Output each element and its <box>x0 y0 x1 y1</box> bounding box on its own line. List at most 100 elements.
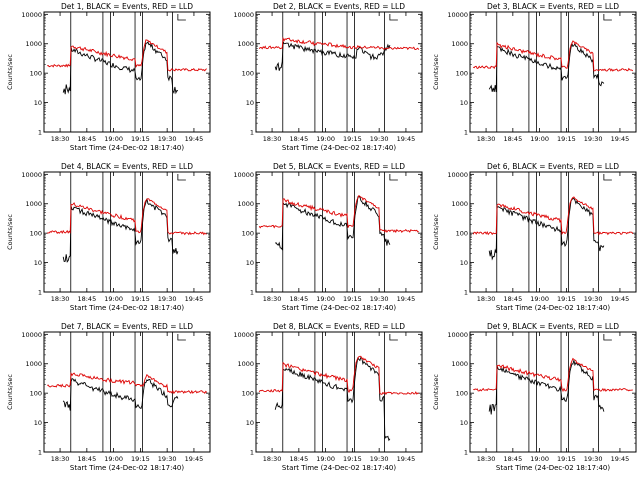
x-tick-label: 19:15 <box>131 295 150 303</box>
x-tick-label: 18:45 <box>289 295 308 303</box>
x-tick-label: 19:45 <box>611 295 630 303</box>
y-tick-label: 100 <box>242 70 254 78</box>
panel-title: Det 4, BLACK = Events, RED = LLD <box>61 162 193 171</box>
plot-frame <box>255 171 423 293</box>
x-axis-label: Start Time (24-Dec-02 18:17:40) <box>496 464 610 472</box>
corner-marker <box>389 334 398 341</box>
x-axis-label: Start Time (24-Dec-02 18:17:40) <box>282 304 396 312</box>
y-tick-label: 10 <box>246 99 254 107</box>
y-tick-label: 1000 <box>237 360 254 368</box>
series-events-line <box>488 197 605 261</box>
panel-det-1: Det 1, BLACK = Events, RED = LLD 1 10 100 10… <box>6 2 211 152</box>
series-lld-line <box>47 198 207 236</box>
x-tick-label: 19:30 <box>370 295 389 303</box>
series-events-line <box>275 196 391 251</box>
x-tick-label: 18:30 <box>51 135 70 143</box>
corner-marker <box>603 14 612 21</box>
series-lld-line <box>472 40 634 72</box>
y-axis-label: Counts/sec <box>432 214 440 250</box>
x-tick-label: 19:15 <box>557 295 576 303</box>
y-tick-label: 10000 <box>233 171 254 179</box>
y-tick-label: 10 <box>246 259 254 267</box>
y-tick-label: 10 <box>246 419 254 427</box>
panel-det-3: Det 3, BLACK = Events, RED = LLD 1 10 100 10… <box>432 2 637 143</box>
x-tick-label: 19:00 <box>530 455 549 463</box>
x-tick-label: 19:45 <box>185 135 204 143</box>
series-events-line <box>62 198 179 263</box>
x-tick-label: 18:45 <box>503 455 522 463</box>
plot-frame <box>255 331 423 453</box>
y-tick-label: 1 <box>464 449 468 457</box>
series-events-line <box>274 39 391 71</box>
panel-title: Det 7, BLACK = Events, RED = LLD <box>61 322 193 331</box>
y-tick-label: 1 <box>38 449 42 457</box>
x-tick-label: 19:30 <box>584 295 603 303</box>
series-lld-line <box>258 355 420 396</box>
x-tick-label: 19:15 <box>131 135 150 143</box>
panel-title: Det 8, BLACK = Events, RED = LLD <box>273 322 405 331</box>
series-events-line <box>62 377 179 411</box>
x-tick-label: 19:45 <box>185 295 204 303</box>
panel-title: Det 3, BLACK = Events, RED = LLD <box>487 2 619 11</box>
panel-det-8: Det 8, BLACK = Events, RED = LLD 1 10 100 10… <box>233 322 423 472</box>
y-tick-label: 10000 <box>21 11 42 19</box>
y-tick-label: 1 <box>250 289 254 297</box>
y-axis-label: Counts/sec <box>432 374 440 410</box>
panel-title: Det 2, BLACK = Events, RED = LLD <box>273 2 405 11</box>
y-tick-label: 10000 <box>21 171 42 179</box>
series-events-line <box>62 41 179 95</box>
y-tick-label: 10000 <box>233 11 254 19</box>
corner-marker <box>389 174 398 181</box>
series-events-line <box>488 360 605 415</box>
y-tick-label: 10 <box>34 259 42 267</box>
x-tick-label: 19:15 <box>131 455 150 463</box>
y-tick-label: 10 <box>34 419 42 427</box>
plot-frame <box>469 171 637 293</box>
y-tick-label: 1000 <box>25 360 42 368</box>
x-tick-label: 19:00 <box>530 295 549 303</box>
y-tick-label: 10000 <box>447 331 468 339</box>
x-tick-label: 18:45 <box>503 295 522 303</box>
plot-frame <box>43 171 211 293</box>
y-tick-label: 1000 <box>451 200 468 208</box>
series-events-line <box>274 356 391 442</box>
panel-det-9: Det 9, BLACK = Events, RED = LLD 1 10 100 10… <box>432 322 637 472</box>
x-tick-label: 18:30 <box>263 295 282 303</box>
y-tick-label: 1000 <box>451 360 468 368</box>
plot-frame <box>43 11 211 133</box>
x-tick-label: 19:00 <box>316 455 335 463</box>
y-axis-label: Counts/sec <box>432 54 440 90</box>
y-tick-label: 10 <box>460 419 468 427</box>
x-axis-label: Start Time (24-Dec-02 18:17:40) <box>70 464 184 472</box>
y-tick-label: 1000 <box>25 40 42 48</box>
x-tick-label: 19:00 <box>104 455 123 463</box>
x-tick-label: 19:45 <box>611 135 630 143</box>
x-tick-label: 19:00 <box>104 295 123 303</box>
y-tick-label: 10000 <box>233 331 254 339</box>
x-tick-label: 19:30 <box>370 455 389 463</box>
x-tick-label: 18:45 <box>77 135 96 143</box>
series-lld-line <box>47 371 208 395</box>
panel-title: Det 9, BLACK = Events, RED = LLD <box>487 322 619 331</box>
y-tick-label: 100 <box>30 70 42 78</box>
x-tick-label: 19:45 <box>185 455 204 463</box>
corner-marker <box>603 174 612 181</box>
x-tick-label: 19:00 <box>316 135 335 143</box>
x-tick-label: 19:30 <box>158 295 177 303</box>
y-tick-label: 100 <box>30 390 42 398</box>
y-tick-label: 1000 <box>237 40 254 48</box>
x-axis-label: Start Time (24-Dec-02 18:17:40) <box>70 144 184 152</box>
x-axis-label: Start Time (24-Dec-02 18:17:40) <box>282 464 396 472</box>
y-tick-label: 1000 <box>25 200 42 208</box>
x-tick-label: 18:30 <box>51 455 70 463</box>
series-events-line <box>488 42 605 93</box>
x-tick-label: 18:30 <box>477 135 496 143</box>
x-tick-label: 18:30 <box>263 135 282 143</box>
y-tick-label: 10000 <box>447 11 468 19</box>
x-tick-label: 19:15 <box>343 295 362 303</box>
y-tick-label: 100 <box>456 390 468 398</box>
series-lld-line <box>472 196 634 236</box>
corner-marker <box>177 14 186 21</box>
panel-det-6: Det 6, BLACK = Events, RED = LLD 1 10 100 10… <box>432 162 637 312</box>
